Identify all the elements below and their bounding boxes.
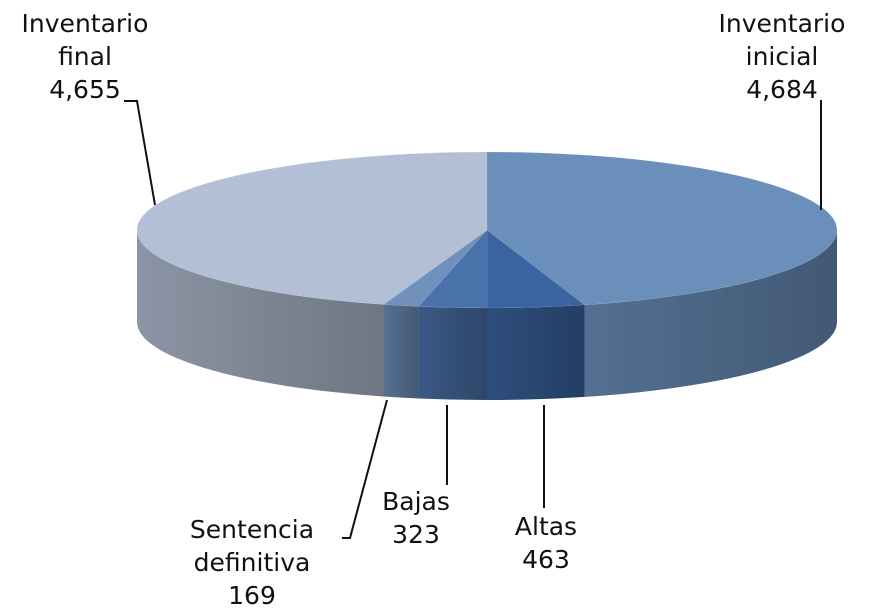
data-label-name-4: Inventario: [22, 9, 149, 38]
data-label-value-0: 4,684: [746, 75, 818, 104]
data-label-name-2: Bajas: [382, 487, 450, 516]
slice-side-0: [584, 230, 837, 397]
leader-line-4: [124, 100, 156, 206]
slice-side-4: [137, 230, 384, 397]
data-label-name-0: Inventario: [719, 9, 846, 38]
pie-sides: [137, 230, 837, 400]
slice-4: [136, 151, 488, 305]
slice-side-1: [487, 304, 585, 400]
slice-3: [382, 229, 488, 307]
data-label-name-1: Altas: [515, 512, 577, 541]
data-label-value-1: 463: [522, 545, 570, 574]
leader-line-3: [342, 399, 388, 539]
slice-0: [486, 151, 838, 306]
slice-1: [486, 229, 586, 309]
slice-side-2: [418, 306, 487, 400]
slice-2: [417, 229, 488, 309]
data-label-value-3: 169: [228, 581, 276, 610]
data-label-name-3: Sentencia: [190, 515, 314, 544]
data-label-value-4: 4,655: [49, 75, 121, 104]
data-label-value-2: 323: [392, 520, 440, 549]
pie-slices: [136, 151, 838, 309]
data-label-name-3: definitiva: [194, 548, 311, 577]
data-labels: Inventario inicial 4,684 Altas 463 Bajas 323 Se…: [22, 9, 846, 610]
data-label-name-4: final: [58, 42, 112, 71]
data-label-name-0: inicial: [746, 42, 819, 71]
leader-lines: [124, 100, 822, 539]
slice-side-3: [383, 304, 419, 399]
